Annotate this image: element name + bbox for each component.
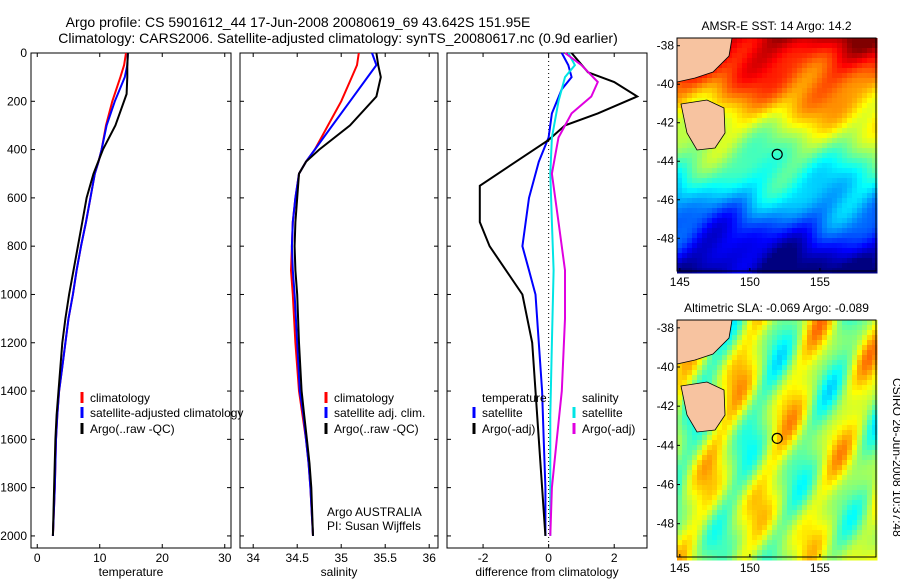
legend-label: satellite adj. clim. [334,406,425,420]
x-tick-label: 10 [93,551,107,565]
y-tick-label: 1400 [0,384,27,398]
plot-frame [446,52,648,549]
latitude-tick-label: -40 [657,77,675,91]
figure-title-line1: Argo profile: CS 5901612_44 17-Jun-2008 … [66,14,531,30]
figure-title-line2: Climatology: CARS2006. Satellite-adjuste… [58,30,618,46]
longitude-tick-label: 155 [810,275,830,289]
map-frame [676,37,877,272]
y-tick-label: 1800 [0,481,27,495]
latitude-tick-label: -44 [657,154,675,168]
map-field [677,320,878,561]
y-tick-label: 1200 [0,336,27,350]
x-tick-label: 0 [34,551,41,565]
legend-label: satellite [582,406,623,420]
x-axis-label: difference from climatology [475,565,618,579]
profile-panel-2: 34 34.5 35 35.5 36 salinity climatologysatelli… [239,52,439,579]
longitude-tick-label: 155 [810,561,830,575]
y-tick-label: 800 [7,239,27,253]
x-tick-label: -2 [478,551,489,565]
x-tick-label: 20 [156,551,170,565]
map-title: Altimetric SLA: -0.069 Argo: -0.089 [684,301,869,315]
longitude-tick-label: 145 [670,561,690,575]
argo-float-marker [771,148,783,160]
legend-label: satellite [482,406,523,420]
series-line-argo-adj- [478,52,640,536]
y-tick-label: 2000 [0,529,27,543]
legend-label: Argo(..raw -QC) [90,422,175,436]
legend-label: Argo(..raw -QC) [334,422,419,436]
latitude-tick-label: -42 [657,116,675,130]
x-tick-label: 2 [611,551,618,565]
latitude-tick-label: -44 [657,438,675,452]
map-frame [676,319,877,558]
series-line-argo-adj- [549,52,599,536]
sla-map: Altimetric SLA: -0.069 Argo: -0.089 -38 -4… [657,301,878,575]
csiro-timestamp: CSIRO 26-Jun-2008 10:37:48 [890,378,900,537]
series-line-argo-raw-qc- [293,52,382,536]
tasmania [680,381,726,433]
pi-annotation: Argo AUSTRALIA [327,505,422,519]
x-tick-label: 0 [545,551,552,565]
latitude-tick-label: -38 [657,39,675,53]
latitude-tick-label: -40 [657,360,675,374]
latitude-tick-label: -46 [657,193,675,207]
map-title: AMSR-E SST: 14 Argo: 14.2 [701,19,851,33]
plot-frame [239,52,439,549]
legend-label: climatology [90,391,150,405]
x-tick-label: 35.5 [374,551,398,565]
legend-label: temperature [482,391,547,405]
latitude-tick-label: -48 [657,231,675,245]
series-line-satellite [521,52,573,536]
series-line-satellite-adjusted-climatology [51,52,129,536]
x-tick-label: 30 [218,551,232,565]
x-tick-label: 34 [247,551,261,565]
latitude-tick-label: -38 [657,321,675,335]
legend-label: climatology [334,391,394,405]
longitude-tick-label: 145 [670,275,690,289]
y-tick-label: 1600 [0,432,27,446]
x-axis-label: temperature [99,565,164,579]
legend-label: satellite-adjusted climatology [90,406,243,420]
satellite-maps: AMSR-E SST: 14 Argo: 14.2 -38 -40 -42 -44 -46… [657,19,878,575]
x-tick-label: 34.5 [286,551,310,565]
y-tick-label: 400 [7,143,27,157]
x-tick-label: 36 [423,551,437,565]
profile-panel-1: 0 200 400 600 800 1000 1200 1400 1600 1800 2000 0 10… [0,46,243,579]
x-axis-label: salinity [321,565,358,579]
longitude-tick-label: 150 [740,561,760,575]
plot-frame [30,52,232,549]
tasmania [680,99,726,151]
latitude-tick-label: -42 [657,399,675,413]
latitude-tick-label: -48 [657,517,675,531]
legend-label: Argo(-adj) [582,422,635,436]
y-tick-label: 1000 [0,287,27,301]
pi-annotation: PI: Susan Wijffels [327,519,421,533]
y-tick-label: 600 [7,191,27,205]
series-line-satellite-adj-clim- [290,52,378,536]
y-tick-label: 200 [7,94,27,108]
argo-float-marker [771,432,783,444]
x-tick-label: 35 [335,551,349,565]
legend-label: salinity [582,391,619,405]
y-tick-label: 0 [20,46,27,60]
latitude-tick-label: -46 [657,478,675,492]
series-line-argo-raw-qc- [51,52,129,536]
series-line-satellite [549,52,577,536]
longitude-tick-label: 150 [740,275,760,289]
legend-label: Argo(-adj) [482,422,535,436]
sst-map: AMSR-E SST: 14 Argo: 14.2 -38 -40 -42 -44 -46… [657,19,878,289]
